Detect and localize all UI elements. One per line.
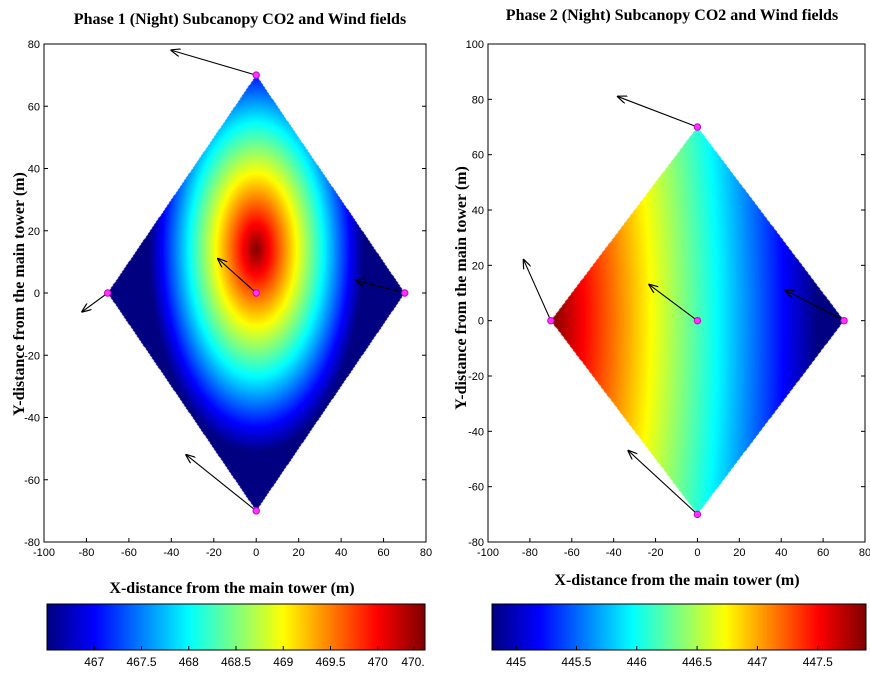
colorbar-tick-label: 469 [273, 655, 293, 669]
wind-vector-arrow [186, 455, 257, 512]
y-axis-label: Y-distance from the main tower (m) [11, 172, 28, 416]
x-tick-label: -100 [477, 547, 499, 559]
sensor-marker [401, 289, 409, 297]
colorbar-tick-label: 445 [506, 655, 526, 669]
colorbar [492, 604, 866, 650]
y-tick-label: -80 [24, 537, 40, 549]
x-tick-label: 20 [733, 547, 745, 559]
sensor-marker [840, 316, 848, 325]
wind-vector-arrow [218, 259, 257, 294]
y-tick-label: -40 [24, 413, 40, 425]
y-tick-label: 40 [28, 164, 40, 176]
x-tick-label: -40 [163, 547, 179, 559]
y-tick-label: -20 [468, 371, 484, 383]
axis-ticks: -100 -80 -60 -40 -20 0 20 40 60 80-80-60-40-20020… [24, 39, 432, 559]
wind-vector-arrow [618, 97, 698, 128]
colorbar-tick-label: 470. [401, 655, 424, 669]
x-tick-label: 40 [335, 547, 347, 559]
wind-vectors [82, 50, 405, 512]
sensor-marker [693, 123, 702, 131]
y-tick-label: 60 [28, 101, 40, 113]
x-tick-label: 40 [775, 547, 787, 559]
wind-vectors [524, 97, 845, 515]
y-axis-label: Y-distance from the main tower (m) [453, 166, 470, 410]
colorbar-tick-label: 469.5 [315, 655, 345, 669]
sensor-markers [547, 123, 848, 519]
y-tick-label: 0 [34, 288, 40, 300]
x-tick-label: -20 [648, 547, 664, 559]
y-tick-label: 60 [472, 150, 484, 162]
y-tick-label: 80 [472, 94, 484, 106]
colorbar-tick-label: 467 [84, 655, 104, 669]
wind-vector-arrow [171, 50, 257, 76]
sensor-markers [103, 71, 409, 515]
y-tick-label: -60 [468, 482, 484, 494]
wind-vector-arrow [785, 290, 845, 322]
colorbar-ticks: 445 445.5 446 446.5 447 447.5 [506, 646, 833, 669]
colorbar-tick-label: 468.5 [221, 655, 251, 669]
colorbar-frame [491, 603, 867, 651]
x-tick-label: 60 [377, 547, 389, 559]
colorbar-ticks: 467 467.5 468 468.5 469 469.5 470 470. [84, 646, 425, 669]
x-tick-label: 20 [293, 547, 305, 559]
x-tick-label: -80 [78, 547, 94, 559]
wind-vector-arrow [628, 451, 698, 515]
co2-field-heatmap [488, 44, 865, 542]
x-tick-label: -100 [33, 547, 55, 559]
y-tick-label: -40 [468, 426, 484, 438]
chart-title: Phase 1 (Night) Subcanopy CO2 and Wind f… [74, 11, 406, 28]
wind-vector-arrow [82, 292, 108, 312]
x-tick-label: -80 [522, 547, 538, 559]
y-tick-label: 0 [478, 316, 484, 328]
x-tick-label: -60 [121, 547, 137, 559]
colorbar-tick-label: 470 [368, 655, 388, 669]
colorbar-tick-label: 445.5 [561, 655, 591, 669]
sensor-marker [252, 71, 260, 79]
x-tick-label: -20 [206, 547, 222, 559]
wind-vector-arrow [649, 285, 698, 322]
sensor-marker [252, 507, 260, 515]
y-tick-label: 20 [28, 226, 40, 238]
y-tick-label: -60 [24, 475, 40, 487]
chart-panel-phase-1: Phase 1 (Night) Subcanopy CO2 and Wind f… [11, 11, 432, 669]
x-tick-label: 60 [817, 547, 829, 559]
x-tick-label: 0 [694, 547, 700, 559]
x-tick-label: 0 [253, 547, 259, 559]
sensor-marker [252, 289, 260, 297]
colorbar [47, 604, 425, 650]
sensor-marker [693, 510, 702, 519]
axes-box [487, 43, 866, 543]
y-tick-label: 20 [472, 260, 484, 272]
sensor-marker [103, 289, 112, 297]
colorbar-tick-label: 446 [627, 655, 647, 669]
x-tick-label: -40 [606, 547, 622, 559]
y-tick-label: 40 [472, 205, 484, 217]
axis-ticks: -100 -80 -60 -40 -20 0 20 40 60 80-80-60-40-20020… [466, 39, 870, 559]
colorbar-tick-label: 447 [747, 655, 767, 669]
colorbar-tick-label: 447.5 [803, 655, 833, 669]
co2-field-heatmap [44, 44, 426, 542]
colorbar-tick-label: 468 [179, 655, 199, 669]
wind-vector-arrow [524, 260, 552, 321]
chart-panel-phase-2: Phase 2 (Night) Subcanopy CO2 and Wind f… [453, 7, 870, 669]
y-tick-label: 100 [466, 39, 484, 51]
x-tick-label: -60 [564, 547, 580, 559]
y-tick-label: 80 [28, 39, 40, 51]
wind-vector-arrow [356, 281, 405, 294]
y-tick-label: -80 [468, 537, 484, 549]
x-tick-label: 80 [420, 547, 432, 559]
x-axis-label: X-distance from the main tower (m) [109, 580, 354, 597]
x-axis-label: X-distance from the main tower (m) [554, 572, 799, 589]
chart-title: Phase 2 (Night) Subcanopy CO2 and Wind f… [506, 7, 838, 24]
sensor-marker [547, 316, 555, 325]
colorbar-tick-label: 467.5 [126, 655, 156, 669]
y-tick-label: -20 [24, 350, 40, 362]
colorbar-tick-label: 446.5 [682, 655, 712, 669]
sensor-marker [693, 316, 702, 325]
x-tick-label: 80 [859, 547, 870, 559]
